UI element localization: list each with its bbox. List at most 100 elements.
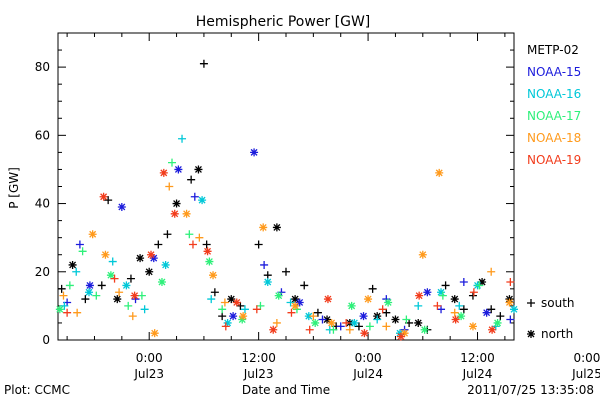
- data-point-south: [190, 192, 199, 201]
- data-point-north: [364, 295, 373, 304]
- x-tick-label: 12:00: [241, 351, 276, 365]
- data-point-north: [232, 298, 241, 307]
- data-point-south: [378, 305, 387, 314]
- legend-entry-noaa-18: NOAA-18: [527, 131, 581, 145]
- legend-entry-noaa-19: NOAA-19: [527, 153, 581, 167]
- data-point-south: [468, 291, 477, 300]
- data-point-south: [475, 281, 484, 290]
- data-point-south: [57, 284, 66, 293]
- data-point-north: [291, 301, 300, 310]
- data-point-south: [459, 305, 468, 314]
- data-point-south: [199, 59, 208, 68]
- data-point-south: [92, 291, 101, 300]
- data-point-north: [227, 295, 236, 304]
- data-point-south: [402, 315, 411, 324]
- data-point-north: [182, 209, 191, 218]
- data-point-north: [457, 312, 466, 321]
- data-point-south: [437, 305, 446, 314]
- data-point-south: [178, 134, 187, 143]
- data-point-south: [168, 158, 176, 167]
- data-point-north: [136, 254, 145, 263]
- data-point-north: [122, 281, 131, 290]
- data-point-north: [147, 250, 156, 259]
- legend-entry-noaa-15: NOAA-15: [527, 65, 581, 79]
- data-point-south: [78, 247, 87, 256]
- data-point-south: [292, 305, 301, 314]
- data-point-south: [207, 295, 216, 304]
- data-point-south: [491, 322, 500, 331]
- y-tick-label: 20: [35, 265, 50, 279]
- data-point-south: [187, 175, 196, 184]
- data-point-north: [400, 329, 409, 338]
- data-point-south: [195, 233, 204, 242]
- y-tick-label: 60: [35, 128, 50, 142]
- data-point-south: [469, 288, 478, 297]
- data-point-south: [318, 315, 327, 324]
- data-point-south: [137, 291, 146, 300]
- data-point-north: [384, 298, 393, 307]
- data-point-south: [104, 196, 113, 205]
- data-point-north: [161, 260, 170, 269]
- data-point-south: [63, 308, 72, 317]
- data-point-south: [309, 312, 318, 321]
- data-point-south: [506, 315, 515, 324]
- data-point-north: [269, 325, 278, 334]
- data-point-north: [396, 332, 405, 341]
- data-point-south: [60, 301, 69, 310]
- series-noaa-15: [63, 148, 515, 334]
- data-point-north: [172, 199, 181, 208]
- x-tick-label: 12:00: [460, 351, 495, 365]
- data-point-north: [391, 315, 400, 324]
- data-point-north: [482, 308, 491, 317]
- data-point-south: [282, 267, 290, 276]
- data-point-north: [174, 165, 183, 174]
- x-tick-label: 0:00: [355, 351, 382, 365]
- data-point-north: [149, 254, 158, 263]
- data-point-south: [140, 305, 149, 314]
- data-point-south: [108, 257, 117, 266]
- data-point-south: [220, 298, 229, 307]
- data-point-north: [274, 291, 283, 300]
- data-point-south: [287, 308, 296, 317]
- data-point-south: [487, 267, 496, 276]
- data-point-south: [455, 301, 464, 310]
- data-point-south: [438, 291, 447, 300]
- data-point-north: [295, 298, 304, 307]
- data-point-north: [347, 301, 356, 310]
- legend: METP-02 NOAA-15 NOAA-16 NOAA-17 NOAA-18 NOAA-…: [527, 43, 581, 341]
- data-point-north: [488, 325, 497, 334]
- data-point-south: [97, 281, 106, 290]
- data-point-north: [468, 322, 477, 331]
- data-point-north: [360, 329, 369, 338]
- data-point-south: [263, 271, 272, 280]
- data-point-north: [250, 148, 259, 157]
- data-point-north: [323, 295, 332, 304]
- data-point-south: [354, 322, 363, 331]
- legend-marker-south: [527, 299, 535, 307]
- data-point-south: [459, 278, 468, 287]
- data-point-north: [435, 168, 444, 177]
- series-noaa-19: [63, 168, 515, 341]
- data-point-south: [210, 288, 219, 297]
- data-point-south: [185, 230, 194, 239]
- data-point-north: [239, 312, 248, 321]
- data-point-north: [350, 318, 359, 327]
- data-point-north: [505, 298, 514, 307]
- data-point-north: [478, 278, 487, 287]
- data-point-north: [263, 278, 272, 287]
- data-point-south: [202, 240, 211, 249]
- data-point-south: [382, 295, 391, 304]
- data-point-south: [450, 308, 459, 317]
- x-tick-date-label: Jul23: [133, 367, 164, 381]
- data-point-south: [368, 284, 377, 293]
- data-point-north: [130, 291, 139, 300]
- data-point-south: [382, 322, 391, 331]
- y-tick-label: 80: [35, 60, 50, 74]
- data-point-north: [88, 230, 97, 239]
- data-point-south: [59, 291, 68, 300]
- y-axis-label: P [GW]: [7, 167, 21, 209]
- x-tick-label: 0:00: [136, 351, 163, 365]
- data-point-north: [396, 329, 404, 338]
- data-point-north: [194, 165, 203, 174]
